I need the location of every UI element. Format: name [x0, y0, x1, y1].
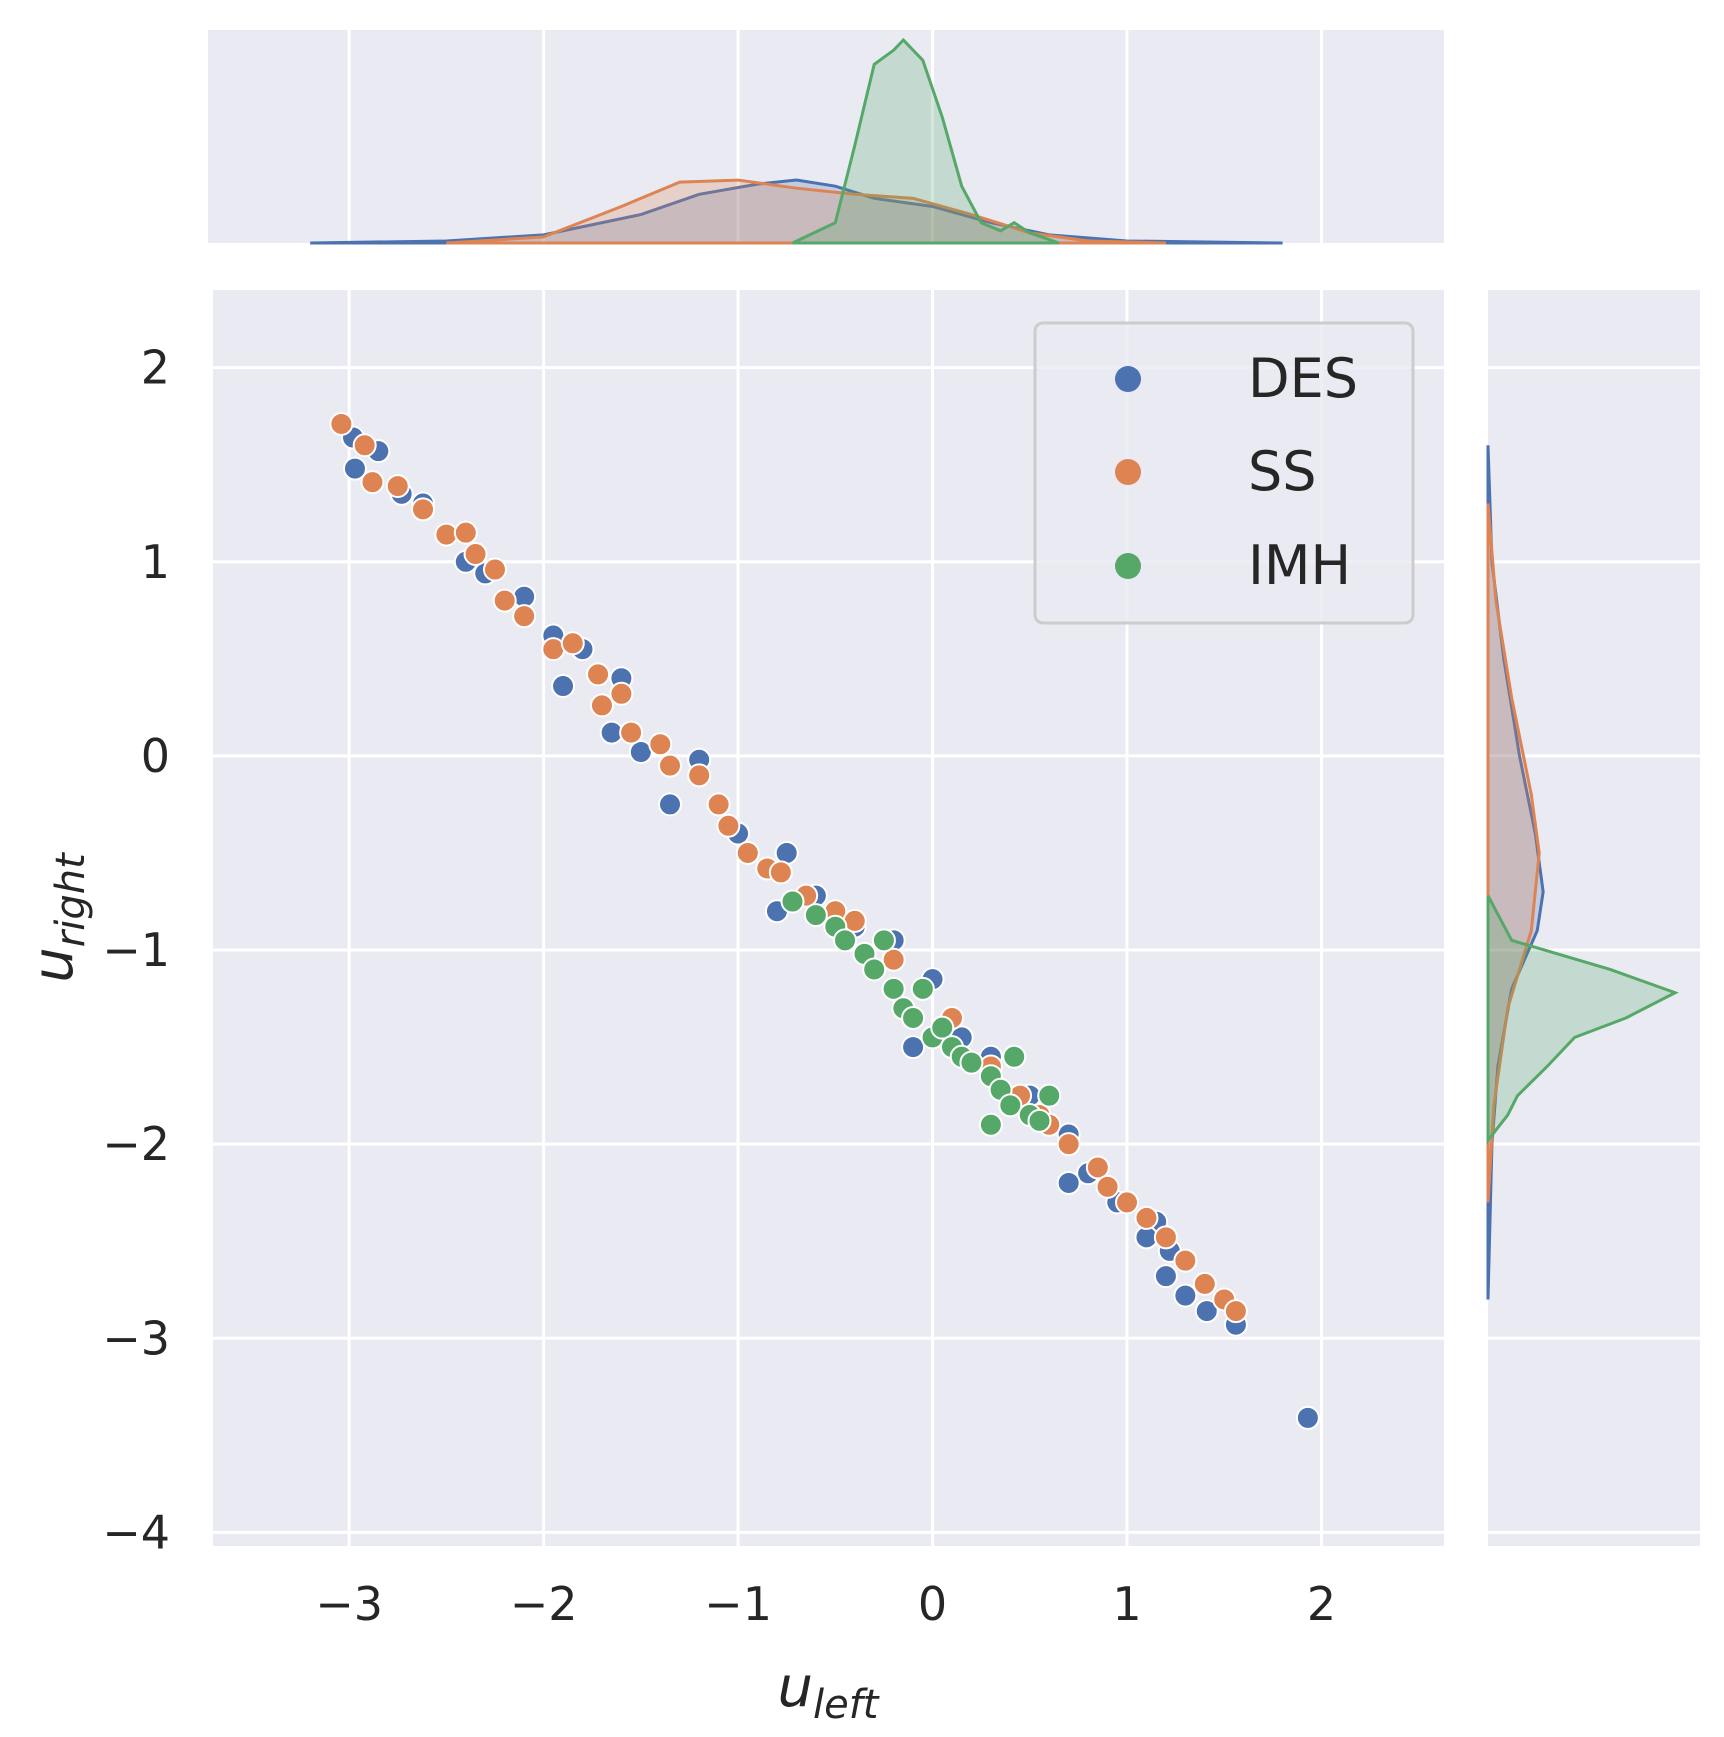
y-tick-label: 2 — [141, 341, 170, 395]
scatter-point-ss — [453, 520, 478, 545]
scatter-point-ss — [768, 860, 793, 885]
scatter-point-ss — [1173, 1248, 1198, 1273]
scatter-point-ss — [1056, 1132, 1081, 1157]
scatter-point-des — [342, 456, 367, 481]
legend-label-ss: SS — [1248, 440, 1317, 503]
scatter-point-ss — [735, 840, 760, 865]
x-tick-label: 0 — [918, 1577, 947, 1631]
scatter-point-ss — [463, 542, 488, 567]
scatter-point-ss — [1153, 1225, 1178, 1250]
top-marginal-kde — [310, 37, 1283, 245]
y-tick-label: −2 — [102, 1117, 170, 1171]
scatter-point-imh — [803, 903, 828, 928]
right-kde-ss — [1486, 503, 1541, 1203]
legend-label-imh: IMH — [1248, 534, 1351, 597]
top-kde-des — [310, 178, 1283, 245]
scatter-point-ss — [1115, 1190, 1140, 1215]
scatter-point-imh — [1027, 1108, 1052, 1133]
scatter-point-imh — [930, 1015, 955, 1040]
scatter-point-ss — [360, 470, 385, 495]
x-tick-label: 2 — [1307, 1577, 1336, 1631]
x-axis-label-base: u — [778, 1655, 814, 1720]
scatter-point-ss — [352, 433, 377, 458]
scatter-point-ss — [619, 720, 644, 745]
scatter-point-ss — [706, 792, 731, 817]
right-kde-imh — [1486, 894, 1679, 1145]
legend-frame — [1033, 321, 1415, 625]
y-tick-labels: 2 1 0 −1 −2 −3 −4 — [102, 341, 170, 1560]
top-kde-imh — [791, 37, 1060, 245]
scatter-point-ss — [385, 474, 410, 499]
legend-label-des: DES — [1248, 347, 1358, 410]
scatter-point-des — [1295, 1405, 1320, 1430]
scatter-point-ss — [329, 411, 354, 436]
scatter-point-ss — [648, 732, 673, 757]
scatter-point-ss — [1095, 1174, 1120, 1199]
scatter-point-ss — [716, 813, 741, 838]
y-axis-label: uright — [21, 852, 94, 983]
legend-marker-imh — [1115, 553, 1141, 579]
scatter-point-des — [658, 792, 683, 817]
top-marginal-background — [208, 30, 1444, 243]
scatter-point-ss — [1085, 1155, 1110, 1180]
scatter-point-ss — [411, 497, 436, 522]
scatter-point-ss — [658, 753, 683, 778]
y-axis-label-subscript: right — [48, 852, 94, 947]
x-tick-label: −1 — [704, 1577, 772, 1631]
legend: DES SS IMH — [1033, 321, 1415, 625]
scatter-point-ss — [589, 693, 614, 718]
scatter-point-imh — [910, 976, 935, 1001]
legend-marker-ss — [1115, 459, 1141, 485]
scatter-points — [329, 411, 1320, 1430]
scatter-point-des — [551, 674, 576, 699]
y-tick-label: −4 — [102, 1505, 170, 1559]
y-tick-label: 0 — [141, 729, 170, 783]
x-tick-labels: −3 −2 −1 0 1 2 — [315, 1577, 1336, 1631]
top-kde-ss — [446, 178, 1166, 245]
scatter-point-imh — [780, 889, 805, 914]
x-tick-label: −2 — [510, 1577, 578, 1631]
x-tick-label: 1 — [1112, 1577, 1141, 1631]
scatter-point-ss — [609, 681, 634, 706]
scatter-point-imh — [998, 1093, 1023, 1118]
right-marginal-background — [1488, 290, 1700, 1546]
scatter-point-imh — [978, 1112, 1003, 1137]
scatter-point-ss — [1192, 1271, 1217, 1296]
x-tick-label: −3 — [315, 1577, 383, 1631]
scatter-point-imh — [833, 928, 858, 953]
scatter-point-imh — [1002, 1044, 1027, 1069]
right-marginal-grid — [1488, 366, 1700, 1534]
scatter-point-des — [1056, 1170, 1081, 1195]
scatter-point-ss — [1223, 1299, 1248, 1324]
scatter-point-des — [1173, 1283, 1198, 1308]
scatter-point-imh — [871, 928, 896, 953]
scatter-point-imh — [959, 1050, 984, 1075]
top-marginal-grid — [347, 30, 1323, 243]
scatter-point-ss — [586, 662, 611, 687]
scatter-point-ss — [881, 947, 906, 972]
scatter-point-imh — [881, 976, 906, 1001]
x-axis-label-subscript: left — [813, 1682, 880, 1728]
scatter-point-des — [901, 1035, 926, 1060]
scatter-point-ss — [687, 763, 712, 788]
scatter-point-ss — [560, 631, 585, 656]
y-tick-label: 1 — [141, 535, 170, 589]
scatter-point-imh — [901, 1005, 926, 1030]
scatter-point-ss — [492, 588, 517, 613]
y-tick-label: −3 — [102, 1311, 170, 1365]
scatter-point-ss — [482, 557, 507, 582]
scatter-point-ss — [512, 604, 537, 629]
scatter-point-imh — [862, 957, 887, 982]
x-axis-label: uleft — [778, 1655, 880, 1728]
scatter-point-des — [1153, 1264, 1178, 1289]
right-marginal-kde — [1486, 445, 1679, 1300]
scatter-point-imh — [1037, 1083, 1062, 1108]
y-axis-label-base: u — [21, 947, 86, 983]
scatter-point-des — [1194, 1299, 1219, 1324]
scatter-point-ss — [1134, 1205, 1159, 1230]
y-tick-label: −1 — [102, 923, 170, 977]
legend-marker-des — [1115, 366, 1141, 392]
